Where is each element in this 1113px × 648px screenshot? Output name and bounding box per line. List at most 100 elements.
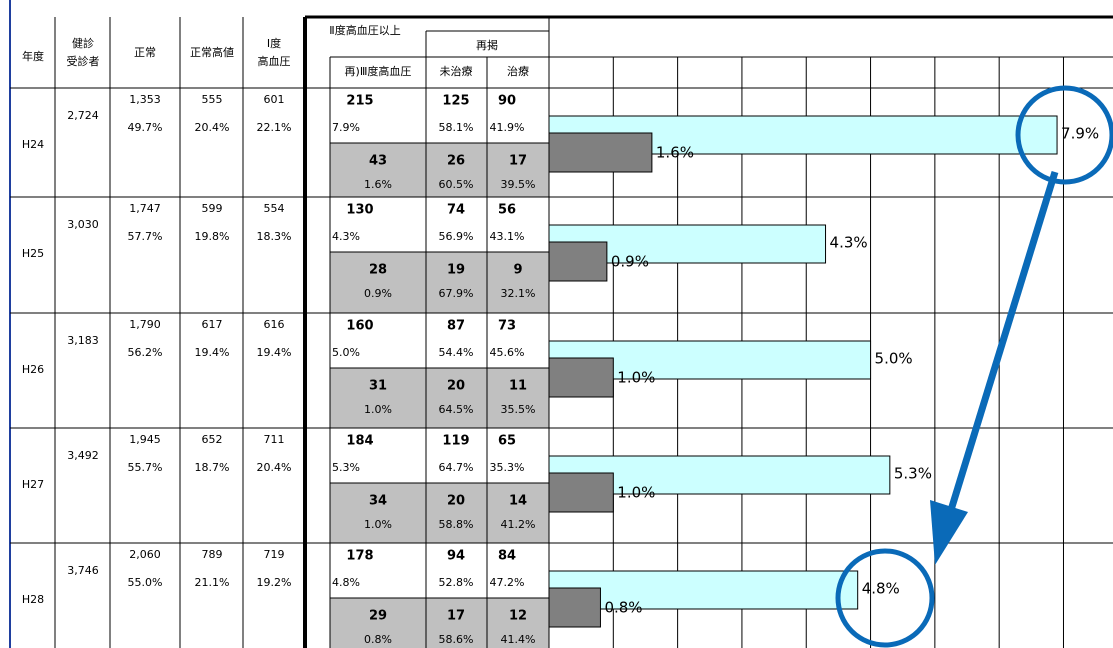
cell: 34 <box>369 494 387 509</box>
cell: 555 <box>202 93 223 106</box>
cell: 7.9% <box>332 121 360 134</box>
header: 治療 <box>507 64 529 78</box>
cell: 94 <box>447 549 465 564</box>
cell: 28 <box>369 263 387 278</box>
cell: 1,747 <box>129 202 161 215</box>
cell: 52.8% <box>439 576 474 589</box>
cell: 1,353 <box>129 93 161 106</box>
cell: 19 <box>447 263 465 278</box>
bar <box>548 357 614 398</box>
cell: 160 <box>346 319 373 334</box>
cell: 3,030 <box>67 218 99 231</box>
bar <box>548 587 601 628</box>
cell: 19.2% <box>257 576 292 589</box>
cell: 26 <box>447 154 465 169</box>
cell: 215 <box>346 94 373 109</box>
cell: 41.2% <box>501 518 536 531</box>
cell: 17 <box>509 154 527 169</box>
bar-label: 0.8% <box>604 599 642 617</box>
cell: 12 <box>509 609 527 624</box>
cell: 0.9% <box>364 287 392 300</box>
header: I度 <box>267 36 281 50</box>
cell: 554 <box>264 202 285 215</box>
cell: 20 <box>447 494 465 509</box>
grid <box>10 17 1113 648</box>
header: 年度 <box>22 49 44 63</box>
cell: 56 <box>498 203 516 218</box>
cell: 49.7% <box>128 121 163 134</box>
arrow-shaft <box>947 170 1059 512</box>
cell: 55.7% <box>128 461 163 474</box>
cell: 57.7% <box>128 230 163 243</box>
bar-label: 5.3% <box>894 465 932 483</box>
cell: 19.4% <box>257 346 292 359</box>
cell: 73 <box>498 319 516 334</box>
cell: 178 <box>346 549 373 564</box>
cell: 18.7% <box>195 461 230 474</box>
cell: 1,790 <box>129 318 161 331</box>
cell: 18.3% <box>257 230 292 243</box>
cell: H28 <box>22 593 44 606</box>
cell: 1.6% <box>364 178 392 191</box>
cell: 58.6% <box>439 633 474 646</box>
cell: 64.7% <box>439 461 474 474</box>
cell: 56.9% <box>439 230 474 243</box>
cell: 1.0% <box>364 403 392 416</box>
header: 高血圧 <box>258 54 291 68</box>
cell: 184 <box>346 434 373 449</box>
cell: 711 <box>264 433 285 446</box>
highlight-circle <box>835 548 935 648</box>
cell: 601 <box>264 93 285 106</box>
header: 健診 <box>72 36 94 50</box>
cell: 20.4% <box>257 461 292 474</box>
cell: 21.1% <box>195 576 230 589</box>
cell: 125 <box>442 94 469 109</box>
cell: H25 <box>22 247 44 260</box>
cell: 54.4% <box>439 346 474 359</box>
bar <box>548 472 614 513</box>
cell: 35.3% <box>490 461 525 474</box>
cell: 5.0% <box>332 346 360 359</box>
header: Ⅱ度高血圧以上 <box>329 23 400 37</box>
cell: H24 <box>22 138 44 151</box>
cell: 4.3% <box>332 230 360 243</box>
bar-label: 1.6% <box>656 144 694 162</box>
cell: 87 <box>447 319 465 334</box>
cell: 17 <box>447 609 465 624</box>
cell: 2,724 <box>67 109 99 122</box>
cell: 3,492 <box>67 449 99 462</box>
header: 正常高値 <box>190 45 234 59</box>
cell: 32.1% <box>501 287 536 300</box>
cell: 2,060 <box>129 548 161 561</box>
cell: 55.0% <box>128 576 163 589</box>
cell: 58.1% <box>439 121 474 134</box>
gray-box <box>329 482 550 544</box>
cell: 43 <box>369 154 387 169</box>
header: 再)Ⅲ度高血圧 <box>345 64 412 78</box>
bar-label: 1.0% <box>617 369 655 387</box>
cell: 74 <box>447 203 465 218</box>
cell: 19.4% <box>195 346 230 359</box>
cell: 84 <box>498 549 516 564</box>
cell: H27 <box>22 478 44 491</box>
cell: 9 <box>513 263 522 278</box>
cell: H26 <box>22 363 44 376</box>
cell: 617 <box>202 318 223 331</box>
cell: 35.5% <box>501 403 536 416</box>
cell: 652 <box>202 433 223 446</box>
bar-label: 5.0% <box>875 350 913 368</box>
bar-label: 1.0% <box>617 484 655 502</box>
highlight-circle <box>1015 85 1113 185</box>
cell: 1,945 <box>129 433 161 446</box>
header: 受診者 <box>67 54 100 68</box>
gray-box <box>329 367 550 429</box>
header: 正常 <box>134 46 156 59</box>
arrow-head <box>930 500 968 565</box>
cell: 3,746 <box>67 564 99 577</box>
cell: 719 <box>264 548 285 561</box>
cell: 20 <box>447 379 465 394</box>
cell: 1.0% <box>364 518 392 531</box>
cell: 47.2% <box>490 576 525 589</box>
bar-label: 4.8% <box>862 580 900 598</box>
